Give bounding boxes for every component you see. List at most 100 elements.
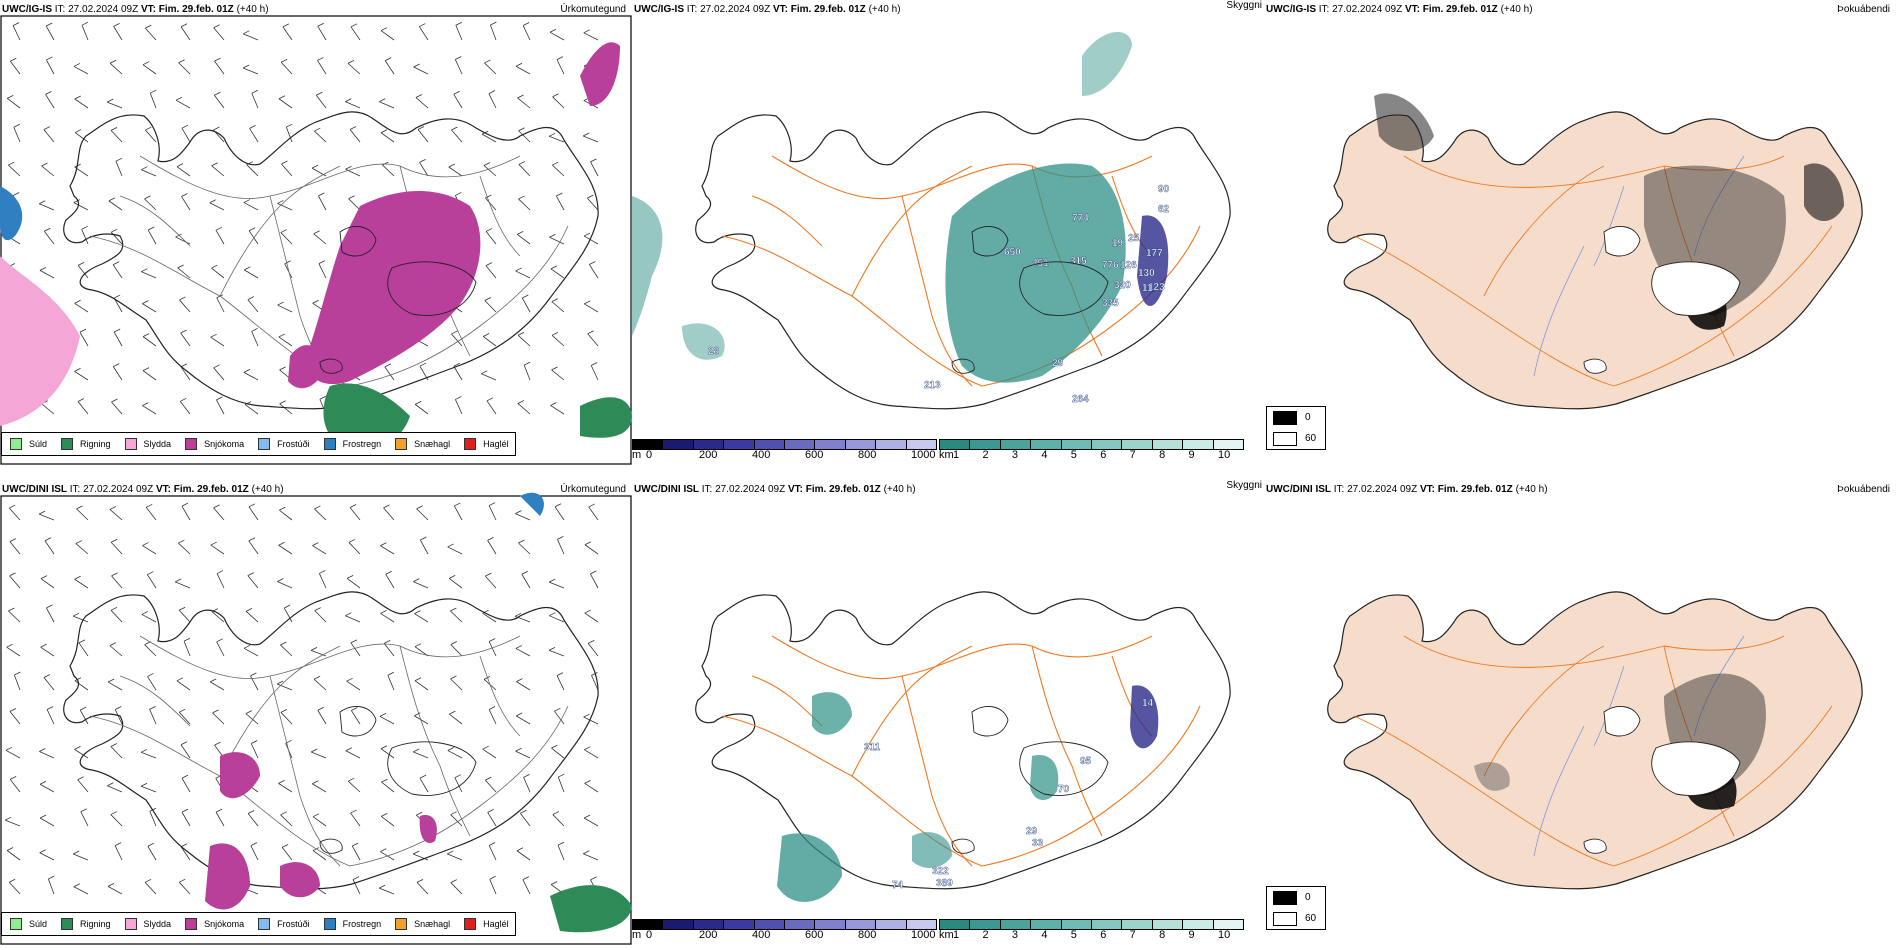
fog-key-swatch (1273, 890, 1297, 905)
legend-swatch (323, 918, 336, 930)
colorbar-tick: 9 (1188, 449, 1195, 461)
ceiling-value-label: 29 (1026, 826, 1038, 837)
low-visibility-area (1082, 32, 1132, 96)
colorbar-tick: 200 (699, 929, 718, 941)
colorbar-tick: 600 (805, 449, 824, 461)
model-name: UWC/IG-IS (634, 4, 684, 15)
snow-area (205, 843, 250, 910)
valid-time-label: VT: (1419, 484, 1435, 495)
legend-label: Snjókoma (204, 919, 245, 929)
ceiling-value-label: 19 (1112, 238, 1124, 249)
legend-swatch (124, 438, 137, 450)
panel-header: UWC/IG-IS IT: 27.02.2024 09Z VT: Fim. 29… (1266, 4, 1533, 15)
panel-header: UWC/IG-IS IT: 27.02.2024 09Z VT: Fim. 29… (634, 4, 901, 15)
rain-area (550, 885, 632, 933)
legend-item: Snjókoma (185, 918, 244, 930)
snow-area (220, 752, 260, 799)
colorbar-unit: km (939, 449, 954, 461)
ceiling-value-label: 33 (1032, 838, 1044, 849)
panel-title: Þokuábendi (1837, 4, 1890, 15)
legend-item: Frostregn (323, 438, 381, 450)
valid-time-label: VT: (155, 484, 171, 495)
legend-item: Snjókoma (185, 438, 244, 450)
legend-item: Frostregn (323, 918, 382, 930)
legend-label: Rigning (80, 439, 111, 449)
ceiling-value-label: 335 (1102, 298, 1119, 309)
legend-label: Frostregn (342, 919, 382, 929)
colorbar-tick: 400 (752, 449, 771, 461)
legend-swatch (323, 438, 336, 450)
legend-swatch (124, 918, 137, 930)
ceiling-value-label: 14 (1142, 698, 1154, 709)
low-visibility-area (777, 833, 842, 903)
legend-item: Súld (10, 918, 47, 930)
road-network (89, 635, 569, 867)
fog-key-label: 0 (1305, 892, 1311, 903)
visibility-colorbar: km 1 2 3 4 5 6 7 8 9 10 (939, 439, 1244, 467)
colorbar-unit: m (632, 929, 642, 941)
sleet-area (0, 256, 80, 426)
colorbar-tick: 5 (1070, 929, 1077, 941)
ceiling-value-label: 123 (1148, 282, 1165, 293)
ceiling-value-label: 177 (1146, 248, 1163, 259)
glacier-outline (319, 838, 343, 854)
ceiling-value-label: 28 (708, 346, 720, 357)
ceiling-value-label: 90 (1158, 184, 1170, 195)
colorbar-tick: 800 (858, 449, 877, 461)
fog-key-label: 60 (1305, 913, 1317, 924)
panel-title: Skyggni (1226, 0, 1262, 11)
glacier-outline (1603, 705, 1641, 737)
glacier-outline (1019, 741, 1109, 796)
colorbar-unit: km (939, 929, 954, 941)
model-name: UWC/DINI ISL (634, 484, 699, 495)
panel-title: Úrkomutegund (560, 4, 626, 15)
issue-time: IT: 27.02.2024 09Z (1318, 4, 1403, 15)
glacier-outline (951, 838, 975, 854)
colorbar-tick: 4 (1041, 929, 1048, 941)
fog-key-swatch (1273, 911, 1297, 926)
colorbar-tick: 10 (1218, 929, 1231, 941)
map-canvas (1327, 591, 1863, 890)
lead-time: (+40 h) (1515, 484, 1548, 495)
ceiling-colorbar: m 0 200 400 600 800 1000 (632, 919, 937, 947)
map-canvas (0, 492, 632, 945)
legend-label: Rigning (80, 919, 111, 929)
fog-key-label: 0 (1305, 412, 1311, 423)
colorbar-tick: 200 (699, 449, 718, 461)
colorbar-tick: 4 (1041, 449, 1048, 461)
glacier-outline (387, 261, 477, 316)
colorbar-tick: 800 (858, 929, 877, 941)
colorbar-tick: 600 (805, 929, 824, 941)
valid-time-label: VT: (140, 4, 156, 15)
fog-key-swatch (1273, 410, 1297, 425)
legend-item: Frostúði (258, 438, 310, 450)
colorbar-tick: 1000 (911, 929, 936, 941)
valid-time-label: VT: (772, 4, 788, 15)
legend-swatch (61, 918, 74, 930)
colorbar-tick: 0 (646, 449, 653, 461)
snow-area (419, 815, 437, 844)
lead-time: (+40 h) (883, 484, 916, 495)
glacier-outline (951, 358, 975, 374)
fog-index-panel: UWC/IG-IS IT: 27.02.2024 09Z VT: Fim. 29… (1264, 0, 1896, 470)
low-visibility-area (1030, 755, 1059, 801)
legend-label: Snæhagl (414, 439, 451, 449)
ceiling-value-label: 25 (1128, 233, 1140, 244)
colorbar-tick: 1000 (911, 449, 936, 461)
road-network (721, 635, 1201, 867)
fog-area (1804, 163, 1844, 221)
ceiling-value-label: 29 (1052, 358, 1064, 369)
colorbar-tick: 6 (1100, 929, 1107, 941)
ceiling-value-label: 776 (1102, 260, 1119, 271)
colorbar-tick: 9 (1188, 929, 1195, 941)
fog-key-row: 60 (1267, 908, 1325, 929)
lead-time: (+40 h) (236, 4, 269, 15)
ceiling-value-label: 322 (932, 866, 949, 877)
colorbar-tick: 5 (1070, 449, 1077, 461)
colorbar-tick: 3 (1011, 929, 1018, 941)
lead-time: (+40 h) (1500, 4, 1533, 15)
glacier-outline (971, 705, 1009, 737)
fog-area (1374, 93, 1434, 151)
legend-item: Slydda (124, 918, 171, 930)
model-name: UWC/IG-IS (2, 4, 52, 15)
